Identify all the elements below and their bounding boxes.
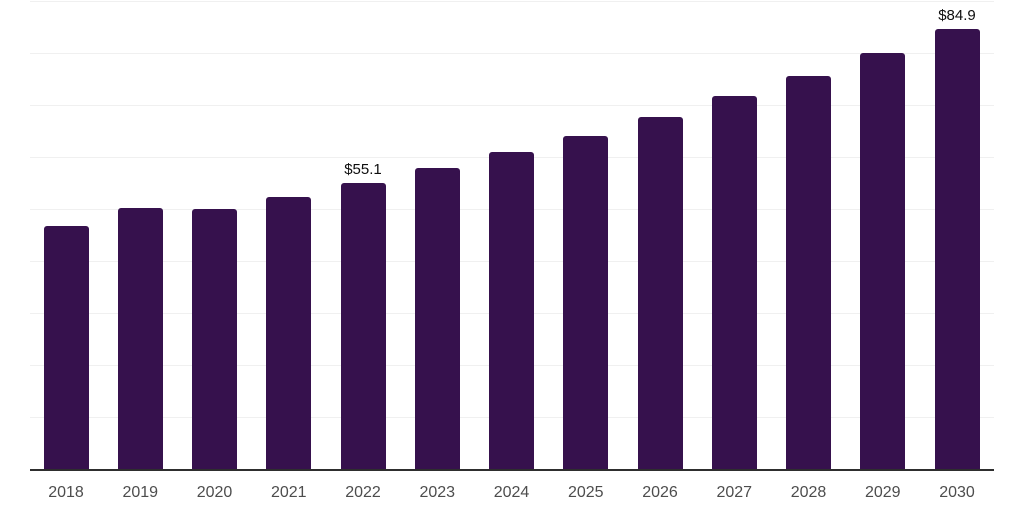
x-tick-label: 2029 [864, 484, 901, 501]
x-tick-label: 2022 [345, 484, 381, 501]
x-tick-label: 2027 [716, 484, 753, 501]
bar-2018 [43, 225, 89, 470]
bar-value-label: $84.9 [938, 6, 976, 24]
x-axis-line [30, 469, 994, 471]
x-tick-label: 2023 [419, 484, 456, 501]
x-tick-label: 2028 [790, 484, 827, 501]
x-tick-label: 2030 [939, 484, 975, 501]
x-tick-label: 2026 [642, 484, 678, 501]
bar-2027 [711, 96, 757, 470]
x-tick-label: 2020 [196, 484, 233, 501]
bar-2024 [489, 152, 534, 470]
bar-2023 [414, 168, 460, 470]
x-tick-label: 2024 [493, 484, 530, 501]
x-tick-label: 2025 [567, 484, 604, 501]
bar-2022 [340, 183, 386, 470]
bar-2019 [117, 208, 163, 470]
bar-2020 [192, 209, 237, 470]
bar-2028 [786, 76, 831, 470]
bar-value-label: $55.1 [344, 161, 382, 179]
x-tick-label: 2018 [48, 484, 84, 501]
y-gridline [30, 1, 994, 2]
x-tick-label: 2021 [270, 484, 307, 501]
y-gridline [30, 53, 994, 54]
bar-2026 [637, 116, 683, 470]
bar-2030 [934, 28, 980, 470]
bar-2025 [563, 135, 609, 470]
bar-2029 [860, 52, 906, 470]
y-gridline [30, 105, 994, 106]
x-tick-label: 2019 [122, 484, 159, 501]
bar-2021 [266, 197, 312, 470]
